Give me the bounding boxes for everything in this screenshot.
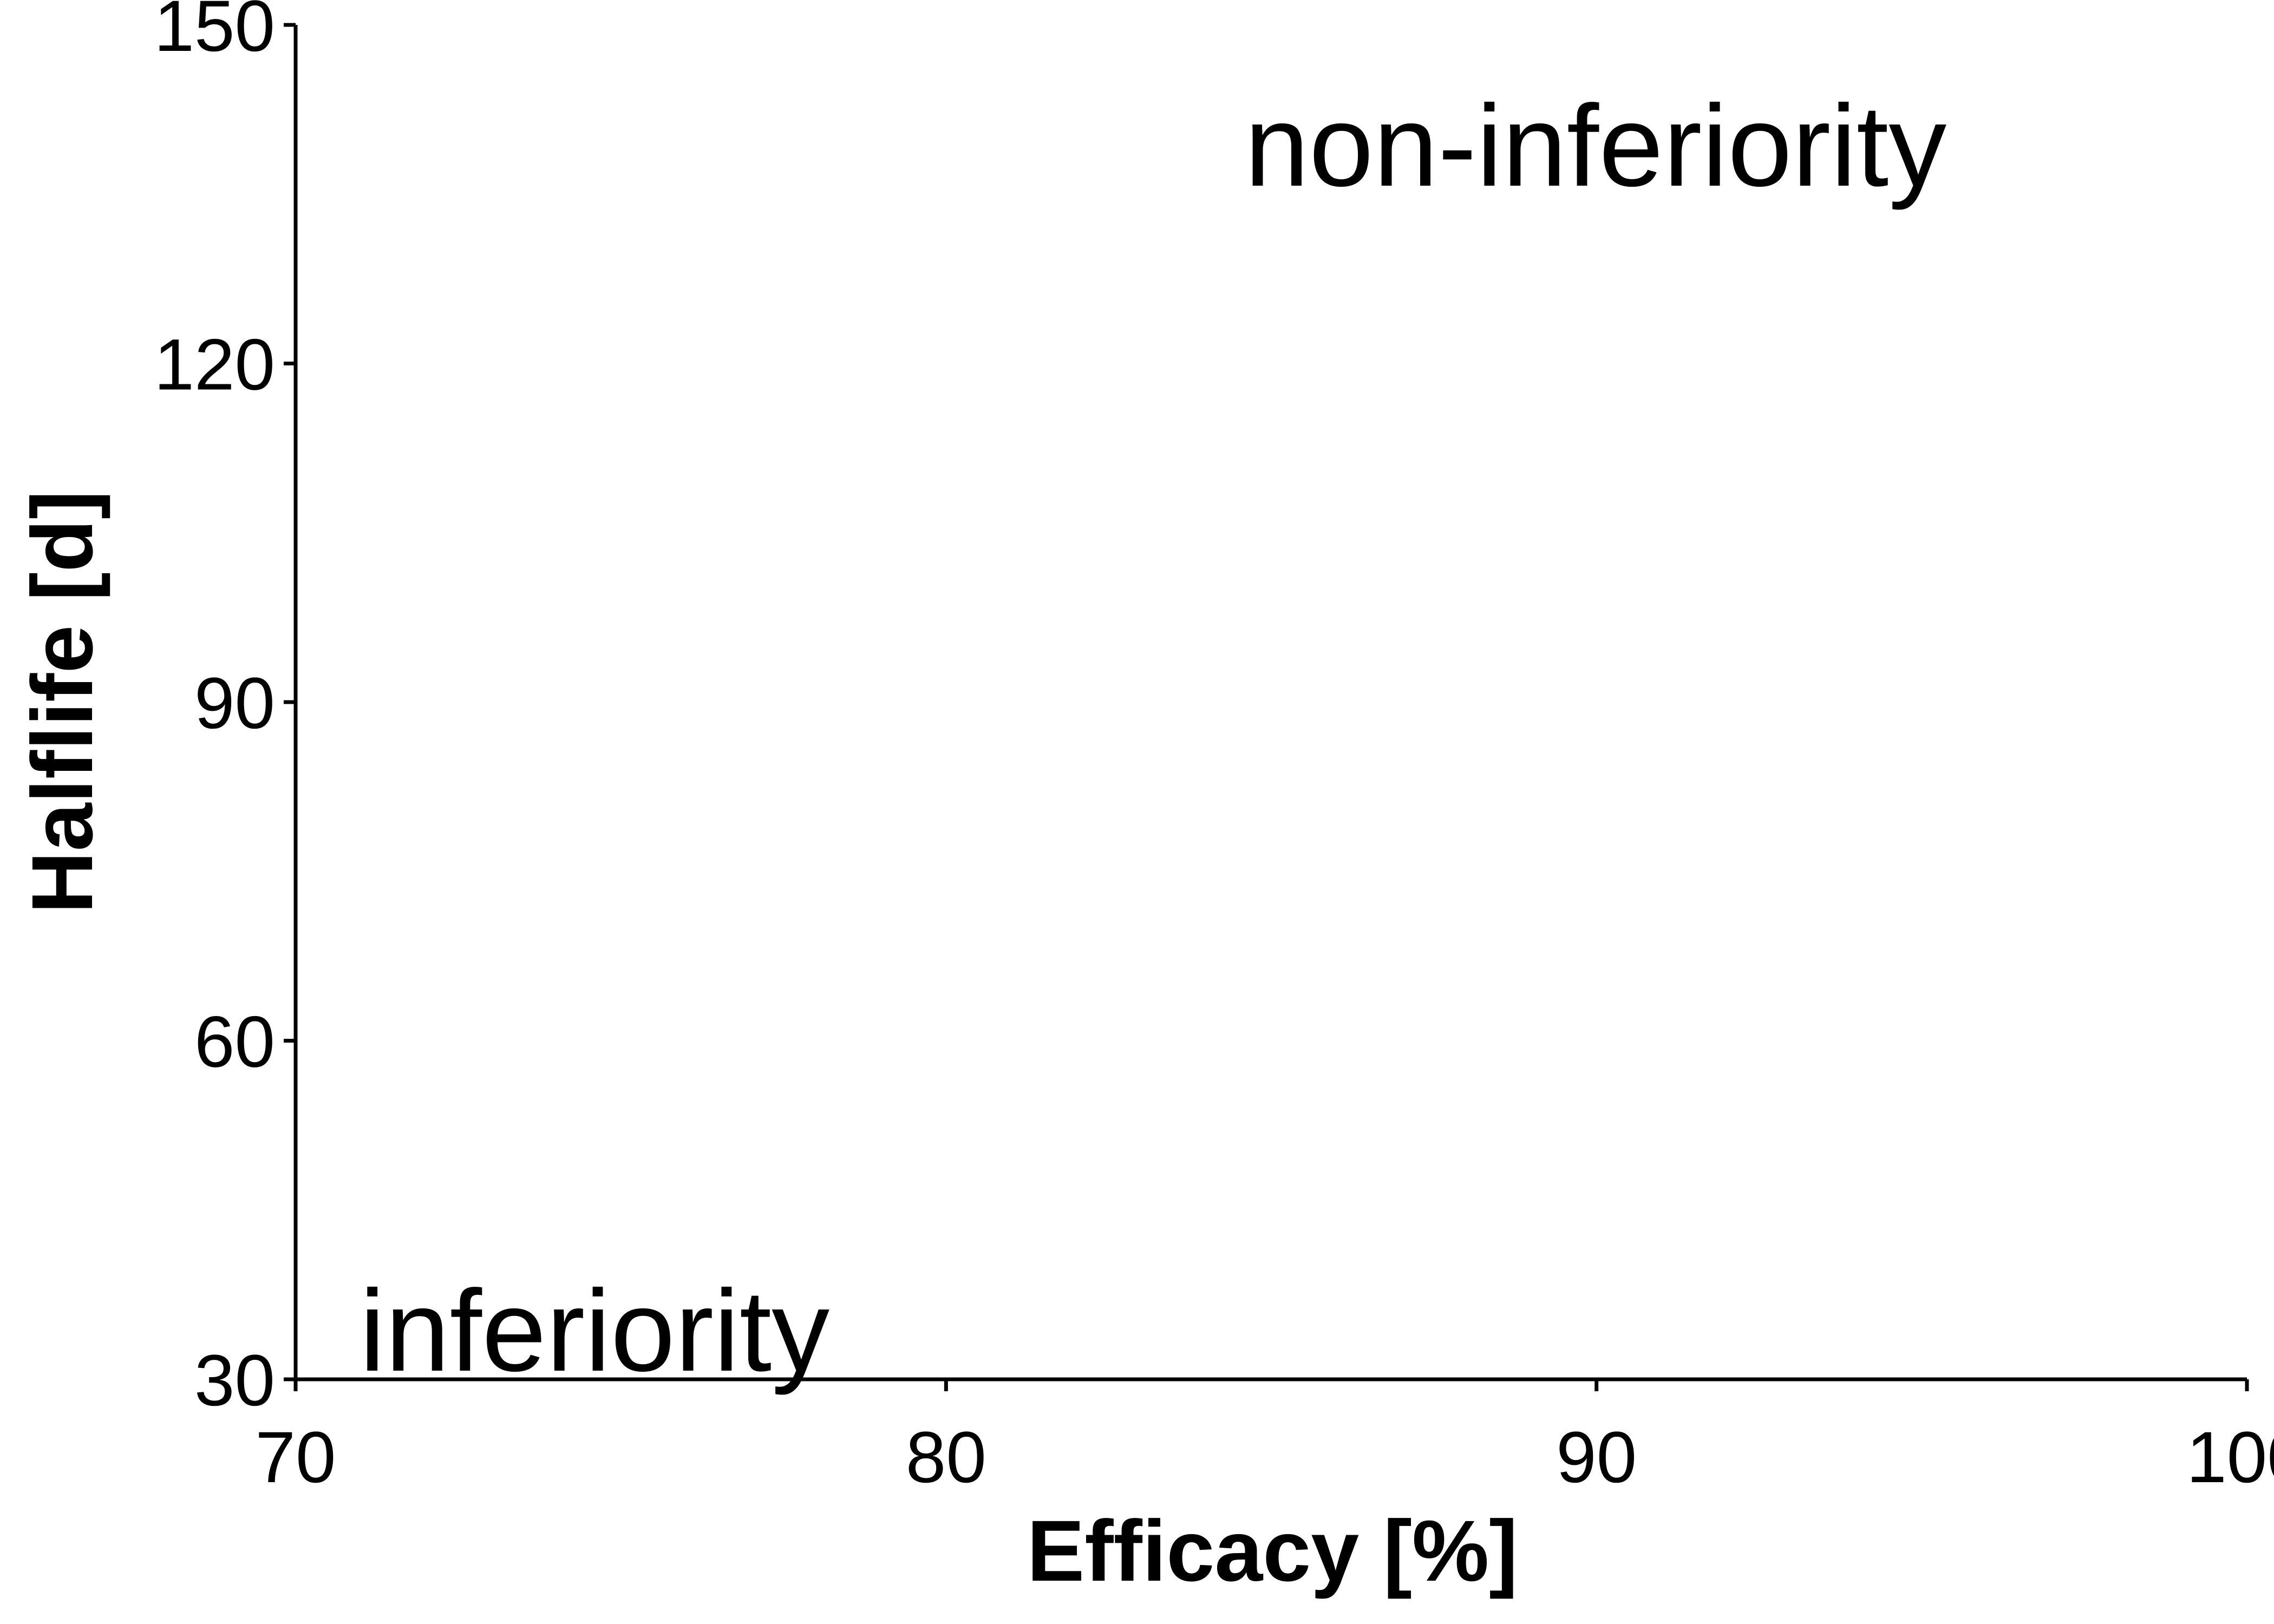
x-axis-title: Efficacy [%]: [1027, 1502, 1518, 1599]
x-tick-label: 80: [906, 1417, 986, 1498]
x-tick-label: 100: [2186, 1417, 2274, 1498]
annotation: non-inferiority: [1245, 81, 1946, 211]
x-tick-label: 70: [255, 1417, 336, 1498]
y-tick-label: 120: [154, 325, 275, 405]
annotation: inferiority: [360, 1266, 829, 1396]
x-tick-label: 90: [1556, 1417, 1637, 1498]
y-tick-label: 60: [194, 1002, 275, 1083]
y-tick-label: 90: [194, 663, 275, 744]
y-tick-label: 30: [194, 1340, 275, 1421]
y-axis-title: Halflife [d]: [14, 490, 110, 914]
y-tick-label: 150: [154, 0, 275, 67]
